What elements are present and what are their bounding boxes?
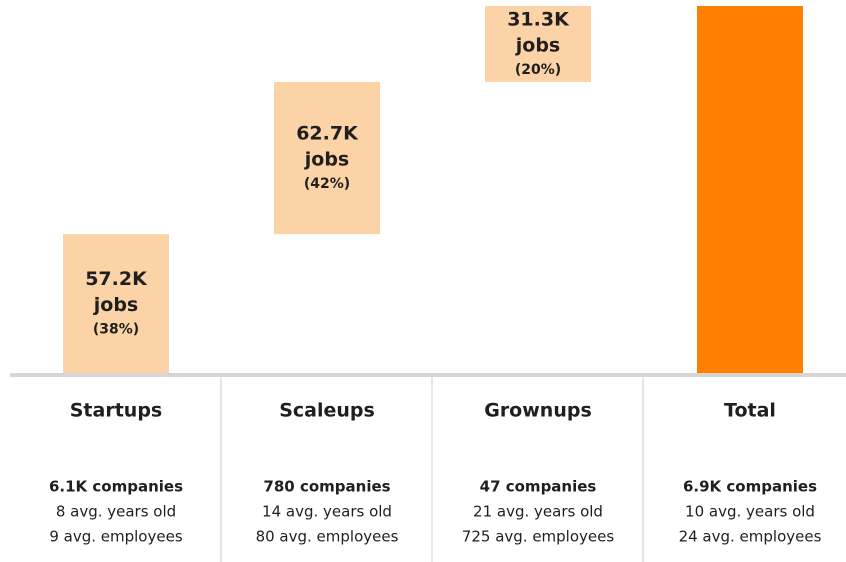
percent-label: (38%) (93, 322, 139, 338)
companies: 6.9K companies (683, 478, 817, 496)
unit-label: jobs (304, 149, 349, 171)
bar (274, 81, 380, 235)
avg-age: 14 avg. years old (262, 503, 392, 521)
value-label: 31.3K (507, 8, 570, 30)
category-label: Grownups (484, 400, 592, 422)
avg-employees: 9 avg. employees (49, 528, 182, 546)
category-label: Scaleups (279, 400, 375, 422)
unit-label: jobs (93, 294, 138, 316)
avg-employees: 80 avg. employees (256, 528, 399, 546)
category-label: Startups (70, 400, 162, 422)
bar (63, 234, 169, 373)
avg-age: 21 avg. years old (473, 503, 603, 521)
companies: 780 companies (263, 478, 390, 496)
avg-age: 8 avg. years old (56, 503, 176, 521)
bar (485, 6, 591, 82)
companies: 6.1K companies (49, 478, 183, 496)
value-label: 62.7K (296, 123, 359, 145)
percent-label: (42%) (304, 176, 350, 192)
avg-age: 10 avg. years old (685, 503, 815, 521)
companies: 47 companies (480, 478, 597, 496)
avg-employees: 24 avg. employees (679, 528, 822, 546)
avg-employees: 725 avg. employees (462, 528, 615, 546)
value-label: 57.2K (85, 268, 148, 290)
total-bar (697, 6, 803, 373)
unit-label: jobs (515, 34, 560, 56)
category-label: Total (724, 400, 776, 422)
percent-label: (20%) (515, 62, 561, 78)
